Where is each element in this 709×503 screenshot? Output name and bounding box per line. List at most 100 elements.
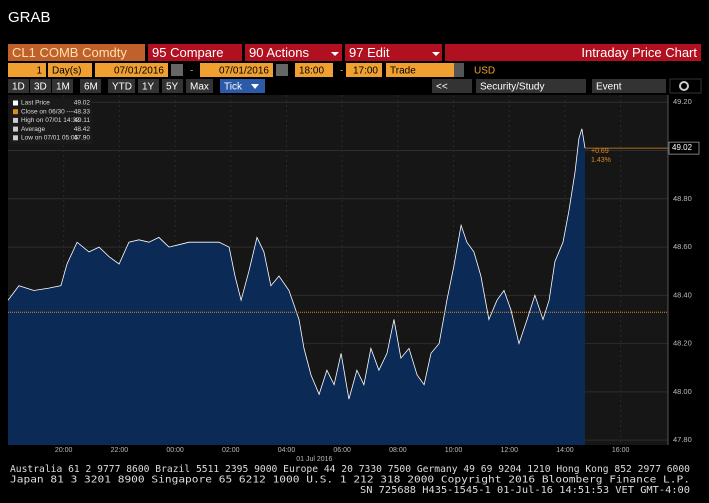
price-line — [7, 128, 586, 400]
toolbar-button[interactable] — [220, 79, 265, 93]
x-tick-label: 16:00 — [612, 447, 630, 454]
toolbar-button[interactable] — [186, 79, 213, 93]
toolbar-label: 5Y — [166, 82, 179, 93]
toolbar-button[interactable] — [52, 79, 73, 93]
legend-swatch — [13, 117, 18, 123]
toolbar-label: 1 — [36, 66, 42, 77]
toolbar-button[interactable] — [245, 44, 342, 61]
toolbar-label: 1D — [12, 82, 25, 93]
x-tick-label: 20:00 — [55, 447, 73, 454]
y-tick-label: 48.40 — [673, 290, 692, 299]
toolbar-label: 07/01/2016 — [219, 66, 269, 77]
y-tick-label: 49.20 — [673, 97, 692, 106]
last-price-label: 49.02 — [672, 143, 693, 152]
legend-label: Close on 06/30 ---- — [21, 108, 75, 115]
legend-value: 48.33 — [74, 108, 91, 115]
y-tick-label: 48.20 — [673, 339, 692, 348]
x-tick-label: 00:00 — [166, 447, 184, 454]
toolbar-label: - — [190, 66, 193, 77]
toolbar-button[interactable] — [30, 79, 51, 93]
footer-line: Australia 61 2 9777 8600 Brazil 5511 239… — [10, 464, 690, 475]
toolbar-label: 90 Actions — [249, 45, 309, 60]
change-annotation: +0.69 — [591, 148, 609, 155]
footer-line: Japan 81 3 3201 8900 Singapore 65 6212 1… — [10, 475, 690, 486]
toolbar-button[interactable] — [48, 63, 92, 77]
toolbar-label: USD — [474, 66, 495, 77]
settings-icon[interactable] — [679, 81, 689, 91]
toolbar-label: 97 Edit — [349, 45, 390, 60]
change-annotation: 1.43% — [591, 157, 611, 164]
toolbar-button[interactable] — [8, 44, 145, 61]
x-tick-label: 04:00 — [278, 447, 296, 454]
legend-swatch — [13, 126, 18, 132]
legend-value: 49.11 — [74, 117, 90, 124]
toolbar-label: 1M — [56, 82, 70, 93]
legend-swatch — [13, 100, 18, 106]
toolbar-label: 1Y — [142, 82, 155, 93]
legend-swatch — [13, 109, 18, 115]
legend-label: High on 07/01 14:32 — [21, 117, 80, 124]
settings-button[interactable] — [669, 78, 702, 94]
x-tick-label: 10:00 — [445, 447, 463, 454]
dropdown-arrow — [251, 84, 259, 89]
x-tick-label: 22:00 — [111, 447, 129, 454]
toolbar-button[interactable] — [200, 63, 273, 77]
toolbar-button[interactable] — [108, 79, 135, 93]
legend-label: Average — [21, 126, 45, 133]
toolbar-label: 6M — [84, 82, 98, 93]
toolbar-label: 3D — [34, 82, 47, 93]
toolbar-label: Trade — [390, 66, 416, 77]
toolbar-button[interactable] — [80, 79, 101, 93]
legend-value: 49.02 — [74, 100, 91, 107]
price-area — [8, 128, 586, 446]
toolbar-button[interactable] — [95, 63, 168, 77]
toolbar-label: Tick — [224, 82, 243, 93]
toolbar-button[interactable] — [592, 79, 666, 93]
toolbar-label: 17:00 — [353, 66, 378, 77]
field-dropdown — [454, 63, 464, 77]
toolbar-button[interactable] — [8, 63, 46, 77]
dropdown-arrow — [331, 52, 339, 56]
toolbar-button[interactable] — [476, 79, 586, 93]
window-title: GRAB — [8, 9, 51, 26]
toolbar-label: - — [340, 66, 343, 77]
toolbar-label: YTD — [112, 82, 132, 93]
toolbar-button[interactable] — [148, 44, 242, 61]
toolbar-label: 95 Compare — [152, 45, 224, 60]
legend-label: Last Price — [21, 100, 50, 107]
toolbar-button[interactable] — [346, 63, 382, 77]
toolbar-label: CL1 COMB Comdty — [12, 45, 127, 60]
legend-value: 48.42 — [74, 126, 91, 133]
y-tick-label: 47.80 — [673, 435, 692, 444]
calendar-icon — [171, 64, 183, 76]
toolbar-button[interactable] — [162, 79, 183, 93]
toolbar-label: Security/Study — [480, 82, 544, 93]
toolbar-button — [445, 44, 701, 61]
toolbar-label: Event — [596, 82, 622, 93]
toolbar-button[interactable] — [8, 79, 29, 93]
toolbar-button[interactable] — [345, 44, 442, 61]
footer-line: SN 725688 H435-1545-1 01-Jul-16 14:51:53… — [360, 485, 690, 496]
y-tick-label: 48.60 — [673, 242, 692, 251]
legend-swatch — [13, 135, 18, 141]
x-tick-label: 08:00 — [389, 447, 407, 454]
legend-box — [10, 98, 92, 144]
legend-value: 47.90 — [74, 135, 91, 142]
x-tick-label: 06:00 — [333, 447, 351, 454]
x-date-label: 01 Jul 2016 — [296, 456, 332, 463]
calendar-icon — [276, 64, 288, 76]
toolbar-button[interactable] — [138, 79, 159, 93]
toolbar-button[interactable] — [432, 79, 472, 93]
y-tick-label: 48.00 — [673, 387, 692, 396]
y-tick-label: 48.80 — [673, 194, 692, 203]
toolbar-button[interactable] — [386, 63, 456, 77]
toolbar-label: 18:00 — [299, 66, 324, 77]
toolbar-label: Max — [190, 82, 209, 93]
dropdown-arrow — [432, 52, 440, 56]
legend-label: Low on 07/01 05:05 — [21, 135, 78, 142]
toolbar-button[interactable] — [295, 63, 333, 77]
toolbar-label: 07/01/2016 — [114, 66, 164, 77]
x-tick-label: 02:00 — [222, 447, 240, 454]
